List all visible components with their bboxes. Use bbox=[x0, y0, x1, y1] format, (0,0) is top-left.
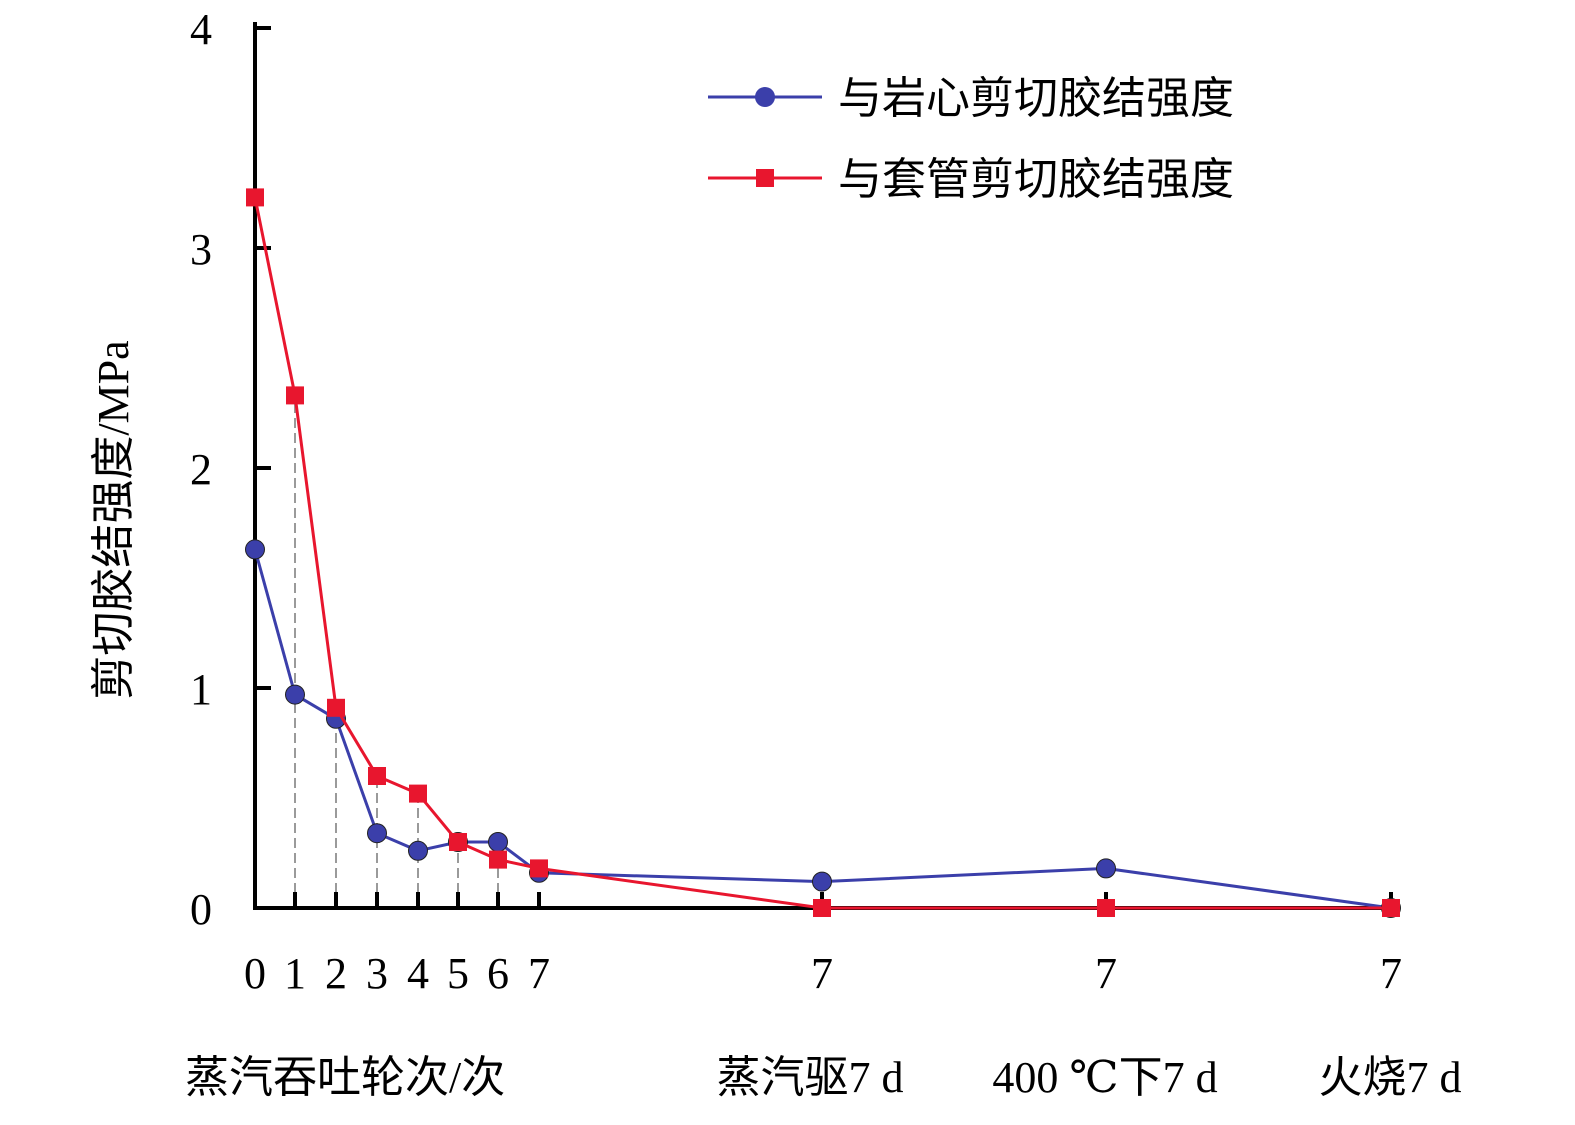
x-tick-label: 7 bbox=[1380, 949, 1402, 998]
x-group-label: 蒸汽吞吐轮次/次 bbox=[185, 1053, 505, 1102]
y-tick-label: 1 bbox=[190, 665, 212, 714]
series-layer bbox=[245, 188, 1401, 918]
data-point bbox=[488, 832, 508, 852]
data-point bbox=[246, 188, 264, 207]
data-point bbox=[1382, 899, 1400, 917]
legend-marker bbox=[755, 87, 775, 107]
x-group-label: 火烧7 d bbox=[1319, 1053, 1462, 1102]
data-point bbox=[1097, 899, 1115, 917]
x-tick-label: 3 bbox=[366, 949, 388, 998]
x-tick-label: 7 bbox=[811, 949, 833, 998]
legend-label: 与岩心剪切胶结强度 bbox=[838, 74, 1234, 123]
labels: 剪切胶结强度/MPa 蒸汽吞吐轮次/次 蒸汽驱7 d 400 ℃下7 d 火烧7 d bbox=[89, 340, 1462, 1102]
data-point bbox=[530, 859, 548, 878]
data-point bbox=[409, 784, 427, 803]
data-point bbox=[285, 684, 305, 705]
data-point bbox=[367, 823, 387, 844]
legend-item: 与岩心剪切胶结强度 bbox=[708, 74, 1234, 123]
data-point bbox=[449, 833, 467, 851]
x-group-label: 400 ℃下7 d bbox=[992, 1053, 1217, 1102]
data-point bbox=[489, 850, 507, 869]
series-2 bbox=[246, 188, 1400, 917]
data-point bbox=[368, 767, 386, 785]
x-tick-label: 2 bbox=[325, 949, 347, 998]
data-point bbox=[327, 698, 345, 717]
x-tick-label: 7 bbox=[1095, 949, 1117, 998]
y-tick-label: 3 bbox=[190, 225, 212, 274]
data-point bbox=[813, 899, 831, 917]
x-tick-label: 4 bbox=[407, 949, 429, 998]
y-tick-label: 2 bbox=[190, 445, 212, 494]
legend-label: 与套管剪切胶结强度 bbox=[838, 155, 1234, 204]
guide-lines bbox=[294, 395, 499, 908]
legend-marker bbox=[756, 169, 774, 187]
data-point bbox=[408, 840, 428, 861]
x-tick-label: 0 bbox=[244, 949, 266, 998]
x-tick-label: 6 bbox=[487, 949, 509, 998]
data-point bbox=[245, 539, 265, 560]
data-point bbox=[812, 871, 832, 892]
data-point bbox=[286, 386, 304, 405]
x-group-label: 蒸汽驱7 d bbox=[717, 1053, 904, 1102]
data-point bbox=[1096, 858, 1116, 879]
y-tick-label: 0 bbox=[190, 885, 212, 934]
x-tick-label: 5 bbox=[447, 949, 469, 998]
legend-item: 与套管剪切胶结强度 bbox=[708, 155, 1234, 204]
y-axis-title: 剪切胶结强度/MPa bbox=[89, 340, 138, 699]
x-tick-label: 7 bbox=[528, 949, 550, 998]
x-tick-label: 1 bbox=[284, 949, 306, 998]
y-tick-label: 4 bbox=[190, 5, 212, 54]
